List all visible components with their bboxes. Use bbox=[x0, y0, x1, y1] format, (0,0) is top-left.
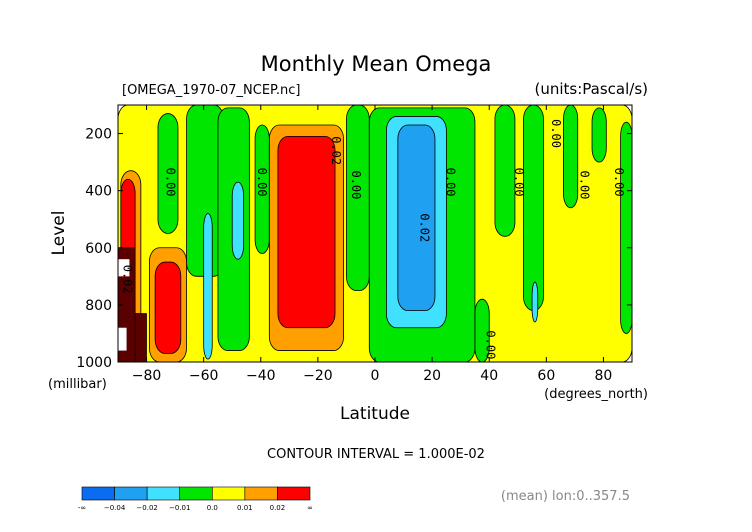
contour-region-16 bbox=[397, 124, 436, 312]
y-tick-label-1: 400 bbox=[85, 184, 112, 200]
contour-interval-label: CONTOUR INTERVAL = 1.000E-02 bbox=[267, 447, 485, 462]
y-tick-label-0: 200 bbox=[85, 127, 112, 143]
contour-region-5 bbox=[231, 181, 245, 260]
colorbar-label-4: 0.0 bbox=[207, 504, 218, 512]
colorbar-swatch-5 bbox=[244, 486, 278, 501]
x-tick-label-6: 40 bbox=[480, 368, 498, 384]
contour-label-6: 0.00 bbox=[483, 330, 497, 359]
x-tick-label-8: 80 bbox=[595, 368, 613, 384]
contour-label-9: 0.00 bbox=[578, 171, 592, 200]
x-tick-label-3: −20 bbox=[303, 368, 333, 384]
colorbar-label-3: −0.01 bbox=[169, 504, 190, 512]
contour-region-12 bbox=[154, 261, 182, 354]
colorbar-label-1: −0.04 bbox=[104, 504, 126, 512]
x-tick-label-7: 60 bbox=[537, 368, 555, 384]
y-tick-label-4: 1000 bbox=[76, 355, 112, 371]
colorbar-swatch-3 bbox=[179, 486, 213, 501]
colorbar-label-6: 0.02 bbox=[270, 504, 286, 512]
contour-region-19 bbox=[531, 281, 539, 323]
colorbar-swatch-6 bbox=[277, 486, 311, 501]
contour-region-3 bbox=[203, 213, 213, 360]
y-unit-label: (millibar) bbox=[48, 377, 107, 392]
y-tick-label-3: 800 bbox=[85, 298, 112, 314]
chart-title: Monthly Mean Omega bbox=[261, 52, 492, 76]
contour-label-0: 0.00 bbox=[164, 168, 178, 197]
y-axis-ticks: 200 400 600 800 1000 bbox=[76, 127, 632, 371]
x-tick-label-4: 0 bbox=[371, 368, 380, 384]
contour-label-4: 0.00 bbox=[443, 168, 457, 197]
x-axis-ticks: −80 −60 −40 −20 0 20 40 60 80 bbox=[132, 105, 613, 384]
contour-label-11: 0.02 bbox=[121, 265, 135, 294]
contour-region-18 bbox=[523, 105, 544, 311]
units-label: (units:Pascal/s) bbox=[535, 80, 649, 98]
mean-label: (mean) lon:0..357.5 bbox=[501, 489, 630, 504]
colorbar-label-0: -∞ bbox=[78, 504, 86, 512]
x-tick-label-0: −80 bbox=[132, 368, 162, 384]
x-tick-label-2: −40 bbox=[246, 368, 276, 384]
contour-label-2: 0.02 bbox=[329, 136, 343, 165]
missing-region-1 bbox=[118, 327, 127, 351]
colorbar-swatch-2 bbox=[146, 486, 181, 501]
contour-region-22 bbox=[620, 121, 632, 334]
x-tick-label-5: 20 bbox=[423, 368, 441, 384]
colorbar-label-7: ∞ bbox=[307, 504, 313, 512]
contour-label-1: 0.00 bbox=[255, 168, 269, 197]
missing-region-0 bbox=[118, 259, 130, 277]
contour-label-5: 0.02 bbox=[418, 213, 432, 242]
contour-region-8 bbox=[277, 136, 336, 329]
colorbar-label-5: 0.01 bbox=[237, 504, 253, 512]
y-tick-label-2: 600 bbox=[85, 241, 112, 257]
contour-region-21 bbox=[591, 107, 607, 163]
colorbar-label-2: −0.02 bbox=[136, 504, 157, 512]
contour-region-17 bbox=[494, 105, 516, 237]
heatmap-field bbox=[118, 105, 632, 362]
contour-label-7: 0.00 bbox=[512, 168, 526, 197]
colorbar: -∞ −0.04 −0.02 −0.01 0.0 0.01 0.02 ∞ bbox=[78, 486, 313, 512]
colorbar-swatch-0 bbox=[81, 486, 115, 501]
contour-region-1 bbox=[157, 113, 179, 234]
dark-region-1 bbox=[134, 313, 147, 362]
colorbar-swatch-1 bbox=[114, 486, 148, 501]
contour-label-10: 0.00 bbox=[612, 168, 626, 197]
x-axis-label: Latitude bbox=[340, 404, 410, 424]
contour-label-8: 0.00 bbox=[549, 119, 563, 148]
source-file-label: [OMEGA_1970-07_NCEP.nc] bbox=[122, 83, 300, 98]
contour-labels: 0.00 0.00 0.02 0.00 0.00 0.02 0.00 0.00 0.00 0.00… bbox=[121, 119, 626, 359]
x-tick-label-1: −60 bbox=[189, 368, 219, 384]
x-unit-label: (degrees_north) bbox=[544, 387, 648, 402]
colorbar-swatch-4 bbox=[211, 486, 246, 501]
contour-label-3: 0.00 bbox=[349, 171, 363, 200]
y-axis-label: Level bbox=[49, 211, 69, 256]
contour-region-20 bbox=[563, 105, 579, 209]
